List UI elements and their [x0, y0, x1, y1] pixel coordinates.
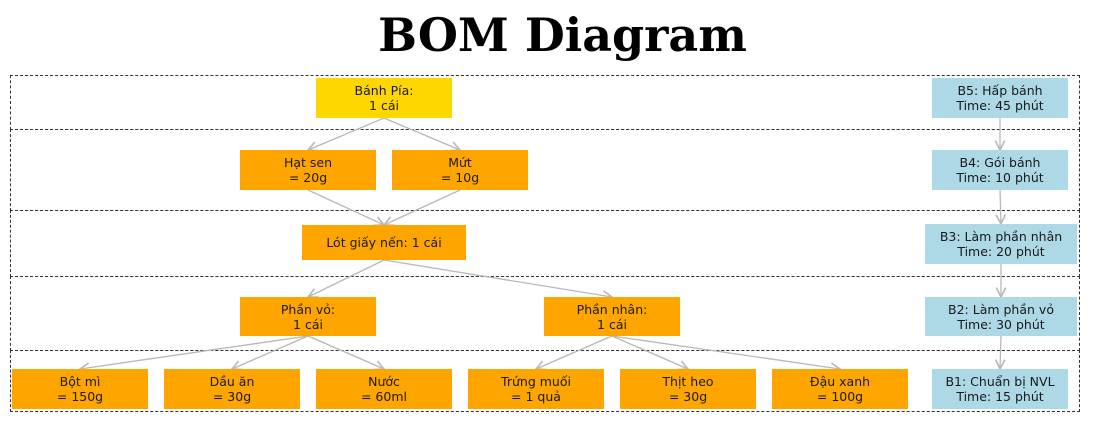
step-b3-lam-phan-nhan: B3: Làm phần nhân Time: 20 phút: [925, 224, 1077, 264]
edge-mut-to-lot_giay: [384, 189, 461, 225]
node-phan-nhan: Phần nhân: 1 cái: [544, 297, 680, 336]
node-nuoc: Nước = 60ml: [316, 369, 452, 409]
node-trung-muoi: Trứng muối = 1 quả: [468, 369, 604, 409]
edge-phan_nhan-to-trung_muoi: [536, 335, 613, 369]
node-banh-pia: Bánh Pía: 1 cái: [316, 78, 452, 118]
edge-banh_pia-to-mut: [383, 117, 460, 150]
edge-hat_sen-to-lot_giay: [307, 189, 384, 225]
edge-phan_nhan-to-thit_heo: [611, 335, 688, 369]
edge-phan_vo-to-dau_an: [232, 335, 309, 369]
edge-phan_nhan-to-dau_xanh: [611, 335, 840, 369]
node-phan-vo: Phần vỏ: 1 cái: [240, 297, 376, 336]
edge-lot_giay-to-phan_vo: [308, 259, 385, 297]
step-b2-lam-phan-vo: B2: Làm phần vỏ Time: 30 phút: [925, 297, 1077, 336]
edge-banh_pia-to-hat_sen: [308, 117, 385, 150]
edge-b4-to-b3: [1000, 189, 1001, 224]
node-dau-xanh: Đậu xanh = 100g: [772, 369, 908, 409]
node-thit-heo: Thịt heo = 30g: [620, 369, 756, 409]
edge-phan_vo-to-bot_mi: [80, 335, 309, 369]
level-lane-5: [10, 350, 1080, 412]
node-mut: Mứt = 10g: [392, 150, 528, 190]
edge-phan_vo-to-nuoc: [307, 335, 384, 369]
step-b4-goi-banh: B4: Gói bánh Time: 10 phút: [932, 150, 1068, 190]
diagram-title: BOM Diagram: [378, 8, 747, 62]
node-dau-an: Dầu ăn = 30g: [164, 369, 300, 409]
edge-b2-to-b1: [1000, 335, 1001, 369]
node-hat-sen: Hạt sen = 20g: [240, 150, 376, 190]
node-lot-giay-nen: Lót giấy nến: 1 cái: [302, 225, 466, 260]
step-b5-hap-banh: B5: Hấp bánh Time: 45 phút: [932, 78, 1068, 118]
step-b1-chuan-bi-nvl: B1: Chuẩn bị NVL Time: 15 phút: [932, 369, 1068, 409]
node-bot-mi: Bột mì = 150g: [12, 369, 148, 409]
edge-lot_giay-to-phan_nhan: [383, 259, 612, 297]
